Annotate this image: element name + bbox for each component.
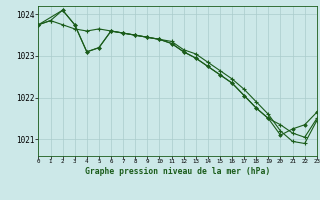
X-axis label: Graphe pression niveau de la mer (hPa): Graphe pression niveau de la mer (hPa) [85,167,270,176]
